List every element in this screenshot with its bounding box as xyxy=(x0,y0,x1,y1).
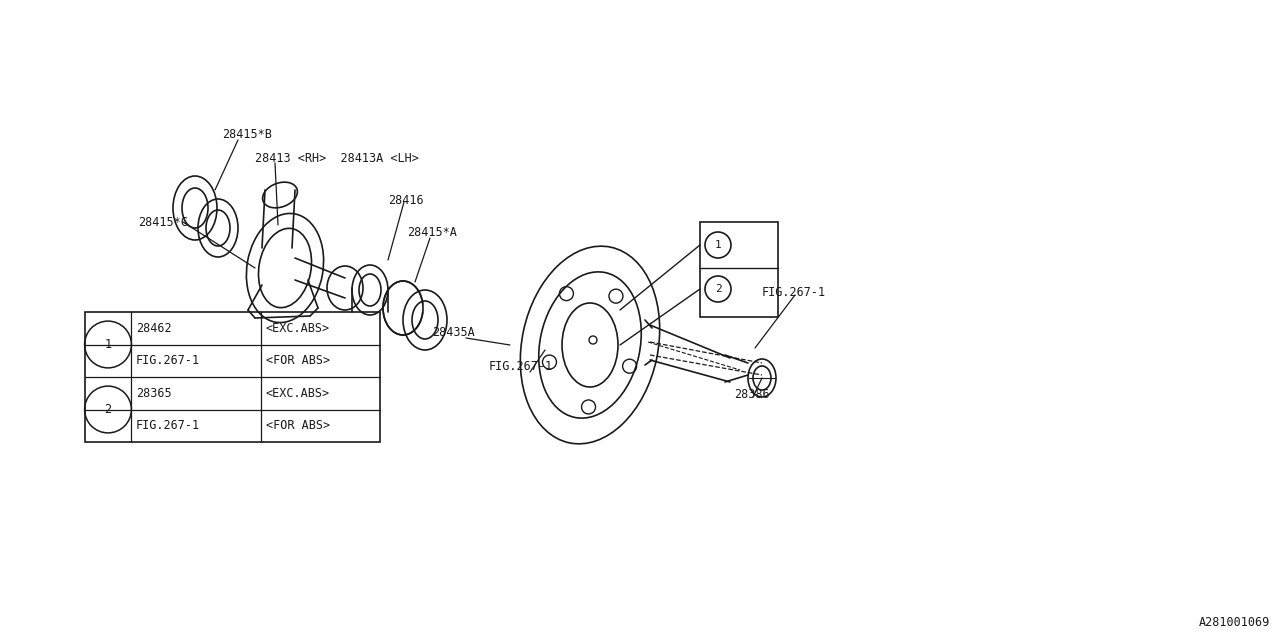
Text: <EXC.ABS>: <EXC.ABS> xyxy=(266,322,330,335)
Text: <FOR ABS>: <FOR ABS> xyxy=(266,355,330,367)
Text: FIG.267-1: FIG.267-1 xyxy=(136,355,200,367)
Text: 2: 2 xyxy=(714,284,722,294)
Text: 28415*C: 28415*C xyxy=(138,216,188,228)
Text: 28462: 28462 xyxy=(136,322,172,335)
Bar xyxy=(84,312,380,442)
Text: 28416: 28416 xyxy=(388,193,424,207)
Text: 28386: 28386 xyxy=(733,388,769,401)
Text: A281001069: A281001069 xyxy=(1199,616,1270,628)
Text: 1: 1 xyxy=(714,240,722,250)
Text: 28415*B: 28415*B xyxy=(221,129,271,141)
Text: <FOR ABS>: <FOR ABS> xyxy=(266,419,330,432)
Bar xyxy=(700,222,778,317)
Text: FIG.267-1: FIG.267-1 xyxy=(489,360,553,374)
Text: FIG.267-1: FIG.267-1 xyxy=(136,419,200,432)
Text: 28435A: 28435A xyxy=(433,326,475,339)
Text: <EXC.ABS>: <EXC.ABS> xyxy=(266,387,330,400)
Text: FIG.267-1: FIG.267-1 xyxy=(762,285,826,298)
Text: 28415*A: 28415*A xyxy=(407,227,457,239)
Text: 2: 2 xyxy=(105,403,111,416)
Text: 1: 1 xyxy=(105,338,111,351)
Text: 28413 <RH>  28413A <LH>: 28413 <RH> 28413A <LH> xyxy=(255,152,419,164)
Text: 28365: 28365 xyxy=(136,387,172,400)
